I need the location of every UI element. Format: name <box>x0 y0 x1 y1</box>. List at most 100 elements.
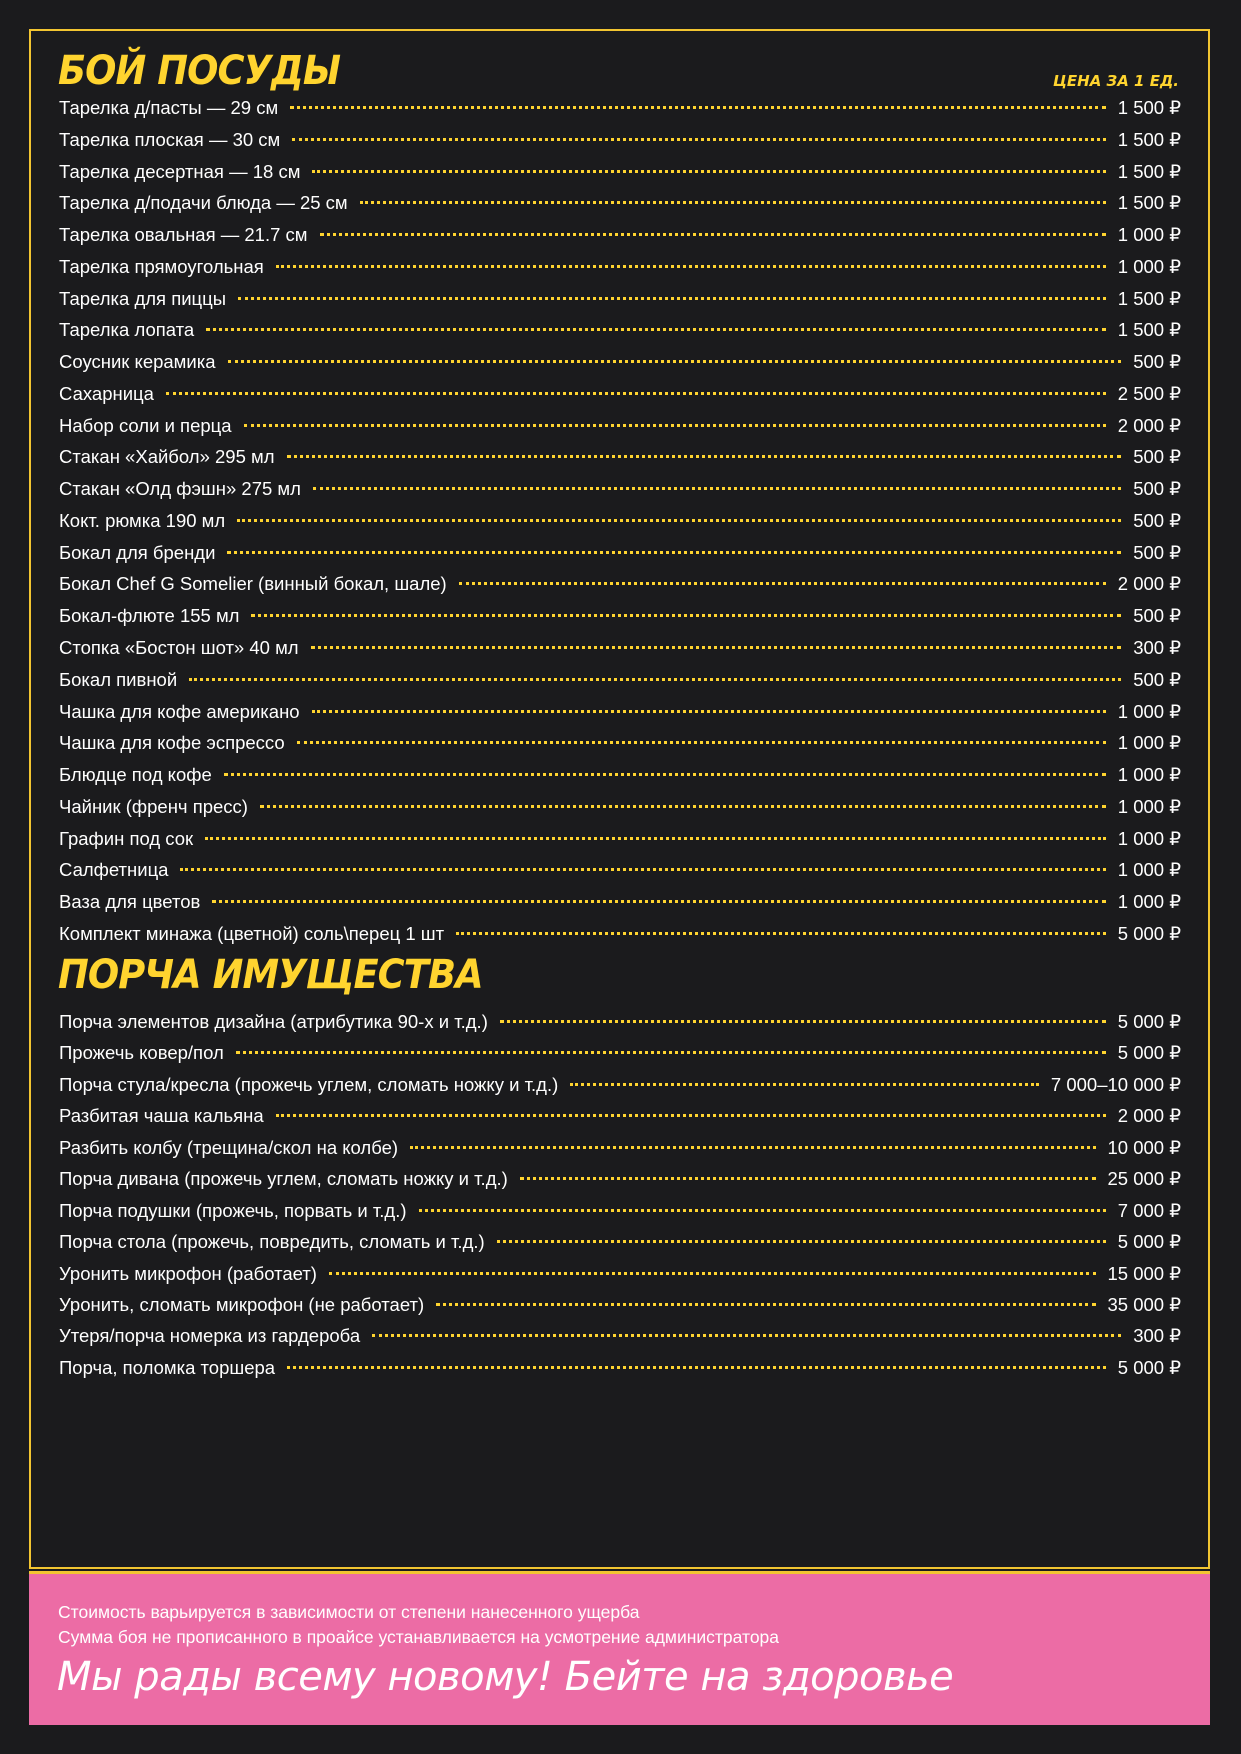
item-name: Набор соли и перца <box>59 414 232 436</box>
list-item: Салфетница 1 000 ₽ <box>59 854 1181 886</box>
list-item: Соусник керамика 500 ₽ <box>59 346 1181 378</box>
item-price: 2 000 ₽ <box>1117 414 1181 436</box>
item-name: Сахарница <box>59 382 154 404</box>
list-item: Стакан «Олд фэшн» 275 мл 500 ₽ <box>59 473 1181 505</box>
price-column-header: ЦЕНА ЗА 1 ЕД. <box>1053 72 1179 90</box>
item-name: Порча стола (прожечь, повредить, сломать… <box>59 1231 485 1253</box>
list-item: Чашка для кофе эспрессо 1 000 ₽ <box>59 727 1181 759</box>
footer-banner: Стоимость варьируется в зависимости от с… <box>29 1571 1210 1725</box>
list-item: Тарелка плоская — 30 см 1 500 ₽ <box>59 124 1181 156</box>
dot-leader <box>458 582 1106 586</box>
dot-leader <box>287 1365 1106 1369</box>
list-item: Порча стола (прожечь, повредить, сломать… <box>59 1226 1181 1257</box>
dot-leader <box>206 328 1106 332</box>
item-price: 300 ₽ <box>1133 1325 1181 1347</box>
section-title-property: ПОРЧА ИМУЩЕСТВА <box>58 952 484 998</box>
item-price: 1 000 ₽ <box>1117 224 1181 246</box>
item-price: 300 ₽ <box>1133 637 1181 659</box>
item-price: 1 500 ₽ <box>1117 319 1181 341</box>
list-item: Сахарница 2 500 ₽ <box>59 378 1181 410</box>
item-price: 10 000 ₽ <box>1107 1136 1182 1158</box>
list-item: Стопка «Бостон шот» 40 мл 300 ₽ <box>59 632 1181 664</box>
item-name: Разбить колбу (трещина/скол на колбе) <box>59 1136 399 1158</box>
item-price: 1 000 ₽ <box>1117 795 1181 817</box>
item-name: Комплект минажа (цветной) соль\перец 1 ш… <box>59 922 445 944</box>
dot-leader <box>418 1208 1106 1212</box>
item-name: Порча, поломка торшера <box>59 1356 276 1378</box>
list-item: Порча стула/кресла (прожечь углем, слома… <box>59 1069 1181 1100</box>
dot-leader <box>251 614 1122 618</box>
list-item: Прожечь ковер/пол 5 000 ₽ <box>59 1037 1181 1068</box>
list-item: Блюдце под кофе 1 000 ₽ <box>59 759 1181 791</box>
list-item: Бокал-флюте 155 мл 500 ₽ <box>59 600 1181 632</box>
list-item: Порча дивана (прожечь углем, сломать нож… <box>59 1163 1181 1194</box>
list-item: Бокал пивной 500 ₽ <box>59 664 1181 696</box>
dot-leader <box>223 773 1106 777</box>
item-name: Чайник (френч пресс) <box>59 795 248 817</box>
item-name: Тарелка прямоугольная <box>59 255 264 277</box>
item-name: Тарелка д/подачи блюда — 25 см <box>59 192 348 214</box>
item-name: Утеря/порча номерка из гардероба <box>59 1325 361 1347</box>
list-item: Разбитая чаша кальяна 2 000 ₽ <box>59 1100 1181 1131</box>
list-item: Тарелка овальная — 21.7 см 1 000 ₽ <box>59 219 1181 251</box>
item-price: 500 ₽ <box>1133 478 1181 500</box>
item-name: Порча стула/кресла (прожечь углем, слома… <box>59 1073 559 1095</box>
dot-leader <box>275 1114 1106 1118</box>
item-name: Тарелка лопата <box>59 319 195 341</box>
item-price: 500 ₽ <box>1133 351 1181 373</box>
dishes-list: Тарелка д/пасты — 29 см 1 500 ₽ Тарелка пл… <box>59 92 1181 950</box>
item-price: 1 000 ₽ <box>1117 859 1181 881</box>
dot-leader <box>227 550 1122 554</box>
list-item: Бокал для бренди 500 ₽ <box>59 537 1181 569</box>
item-price: 7 000 ₽ <box>1117 1199 1181 1221</box>
item-price: 1 000 ₽ <box>1117 255 1181 277</box>
item-price: 25 000 ₽ <box>1107 1168 1182 1190</box>
item-price: 1 000 ₽ <box>1117 764 1181 786</box>
item-name: Бокал для бренди <box>59 541 216 563</box>
dot-leader <box>237 518 1122 522</box>
item-price: 500 ₽ <box>1133 541 1181 563</box>
dot-leader <box>235 1051 1106 1055</box>
dot-leader <box>180 868 1106 872</box>
dot-leader <box>359 201 1106 205</box>
item-price: 5 000 ₽ <box>1117 1042 1181 1064</box>
item-price: 1 500 ₽ <box>1117 192 1181 214</box>
item-price: 1 500 ₽ <box>1117 160 1181 182</box>
dot-leader <box>205 836 1106 840</box>
dot-leader <box>312 487 1122 491</box>
item-name: Стакан «Олд фэшн» 275 мл <box>59 478 301 500</box>
section-title-dishes: БОЙ ПОСУДЫ <box>58 48 341 94</box>
item-price: 500 ₽ <box>1133 668 1181 690</box>
list-item: Порча, поломка торшера 5 000 ₽ <box>59 1352 1181 1383</box>
dot-leader <box>328 1271 1096 1275</box>
item-price: 1 500 ₽ <box>1117 128 1181 150</box>
price-list-frame <box>29 29 1210 1569</box>
item-name: Порча элементов дизайна (атрибутика 90-х… <box>59 1011 488 1032</box>
dot-leader <box>227 360 1122 364</box>
dot-leader <box>290 106 1106 109</box>
list-item: Тарелка д/пасты — 29 см 1 500 ₽ <box>59 92 1181 124</box>
item-price: 7 000–10 000 ₽ <box>1050 1073 1181 1095</box>
item-name: Стакан «Хайбол» 295 мл <box>59 446 275 468</box>
item-name: Соусник керамика <box>59 351 216 373</box>
dot-leader <box>212 900 1106 904</box>
item-name: Бокал-флюте 155 мл <box>59 605 240 627</box>
dot-leader <box>499 1020 1106 1023</box>
item-price: 1 000 ₽ <box>1117 732 1181 754</box>
item-price: 500 ₽ <box>1133 446 1181 468</box>
dot-leader <box>372 1334 1122 1338</box>
item-name: Бокал пивной <box>59 668 178 690</box>
property-list: Порча элементов дизайна (атрибутика 90-х… <box>59 1006 1181 1383</box>
dot-leader <box>410 1145 1096 1149</box>
item-name: Тарелка для пиццы <box>59 287 227 309</box>
item-name: Прожечь ковер/пол <box>59 1042 224 1064</box>
list-item: Тарелка для пиццы 1 500 ₽ <box>59 283 1181 315</box>
item-price: 1 000 ₽ <box>1117 700 1181 722</box>
item-name: Тарелка десертная — 18 см <box>59 160 301 182</box>
list-item: Ваза для цветов 1 000 ₽ <box>59 886 1181 918</box>
item-price: 1 000 ₽ <box>1117 827 1181 849</box>
item-price: 35 000 ₽ <box>1107 1293 1182 1315</box>
dot-leader <box>286 455 1122 459</box>
dot-leader <box>275 264 1106 268</box>
dot-leader <box>243 423 1106 427</box>
